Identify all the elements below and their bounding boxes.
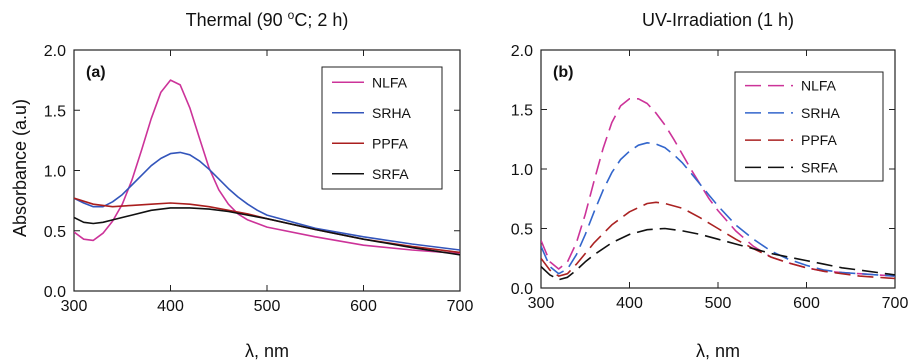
legend-entry: NLFA: [801, 78, 837, 94]
legend-entry: SRHA: [372, 105, 412, 121]
series-line-srfa: [74, 207, 460, 256]
x-tick-label: 400: [157, 298, 184, 315]
panel-label: (a): [86, 64, 106, 81]
y-tick-label: 1.5: [511, 103, 533, 120]
series-line-srha: [74, 151, 460, 251]
series-line-nlfa: [74, 79, 460, 255]
y-tick-label: 1.5: [44, 103, 66, 120]
legend-entry: NLFA: [372, 74, 408, 90]
chart-title-part: C; 2 h): [294, 10, 348, 30]
y-tick-label: 1.0: [511, 162, 533, 179]
legend-entry: PPFA: [801, 132, 837, 148]
series-line-srha: [541, 142, 895, 277]
x-tick-label: 700: [882, 295, 909, 312]
x-axis-label: λ, nm: [245, 341, 289, 360]
chart-title: UV-Irradiation (1 h): [642, 10, 794, 30]
chart-title: Thermal (90 oC; 2 h): [186, 8, 349, 30]
x-tick-label: 500: [254, 298, 281, 315]
x-tick-label: 600: [793, 295, 820, 312]
x-tick-label: 300: [528, 295, 555, 312]
y-axis-label: Absorbance (a.u): [10, 99, 30, 237]
series-line-ppfa: [541, 201, 895, 280]
y-tick-label: 0.0: [511, 281, 533, 298]
series-line-srfa: [541, 227, 895, 281]
chart-panel-b: 300 400 500 600 700 0.0 0.5 1.0 1.5 2.0 UV-Irradia…: [511, 10, 909, 360]
series-line-ppfa: [74, 197, 460, 254]
x-tick-label: 700: [447, 298, 474, 315]
legend-entry: PPFA: [372, 135, 408, 151]
legend-entry: SRFA: [372, 166, 409, 182]
panel-label: (b): [553, 64, 573, 81]
x-tick-label: 600: [350, 298, 377, 315]
y-tick-label: 2.0: [511, 43, 533, 60]
chart-panel-a: 300 400 500 600 700 0.0 0.5 1.0 1.5 2.0 Thermal (9…: [44, 8, 474, 360]
legend-entry: SRHA: [801, 105, 841, 121]
y-tick-label: 0.5: [511, 222, 533, 239]
x-tick-label: 400: [616, 295, 643, 312]
y-tick-label: 0.5: [44, 224, 66, 241]
chart-title-part: Thermal (90: [186, 10, 288, 30]
chart-title-superscript: o: [288, 8, 295, 22]
x-tick-label: 500: [705, 295, 732, 312]
y-tick-label: 0.0: [44, 284, 66, 301]
legend-box: [734, 71, 884, 182]
x-tick-label: 300: [61, 298, 88, 315]
y-tick-label: 1.0: [44, 164, 66, 181]
x-axis-label: λ, nm: [696, 341, 740, 360]
series-line-nlfa: [541, 98, 895, 277]
legend-entry: SRFA: [801, 159, 838, 175]
legend-box: [321, 66, 443, 190]
y-tick-label: 2.0: [44, 43, 66, 60]
